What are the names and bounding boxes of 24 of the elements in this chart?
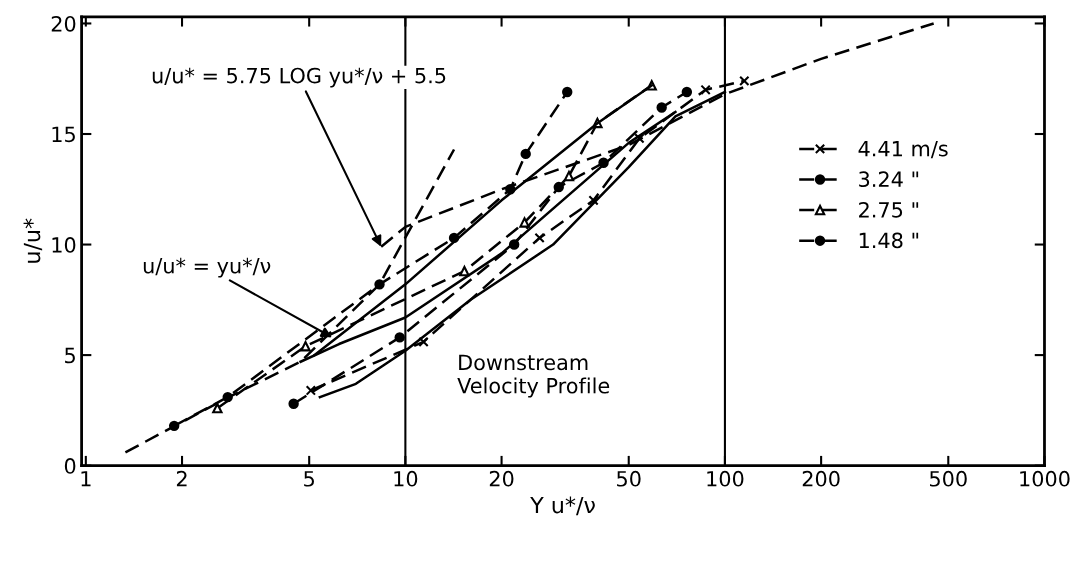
x-tick-label: 500 <box>930 470 967 487</box>
y-axis-title: u/u* <box>23 218 43 263</box>
x-tick-label: 1 <box>81 471 91 487</box>
annotation: Downstream Velocity Profile <box>457 354 610 398</box>
x-tick-label: 10 <box>394 470 418 487</box>
x-tick-label: 2 <box>176 470 187 487</box>
y-tick-label: 0 <box>64 458 76 474</box>
x-tick-label: 100 <box>707 470 744 487</box>
legend-label: 1.48 " <box>859 232 919 249</box>
x-tick-label: 200 <box>802 470 840 487</box>
x-tick-label: 1000 <box>1020 470 1070 487</box>
y-tick-label: 5 <box>65 347 75 364</box>
annotation: u/u* = 5.75 LOG yu*/ν + 5.5 <box>152 67 446 88</box>
x-axis-title: Y u*/ν <box>530 496 595 516</box>
legend-label: 4.41 m/s <box>858 141 948 159</box>
annotation: u/u* = yu*/ν <box>143 257 271 278</box>
y-tick-label: 10 <box>52 237 76 253</box>
x-tick-label: 20 <box>489 470 514 487</box>
x-tick-label: 50 <box>617 470 641 487</box>
x-tick-label: 5 <box>304 471 314 487</box>
y-tick-label: 15 <box>52 126 75 143</box>
legend-label: 3.24 " <box>859 171 919 188</box>
y-tick-label: 20 <box>51 15 76 32</box>
legend-label: 2.75 " <box>859 201 919 218</box>
